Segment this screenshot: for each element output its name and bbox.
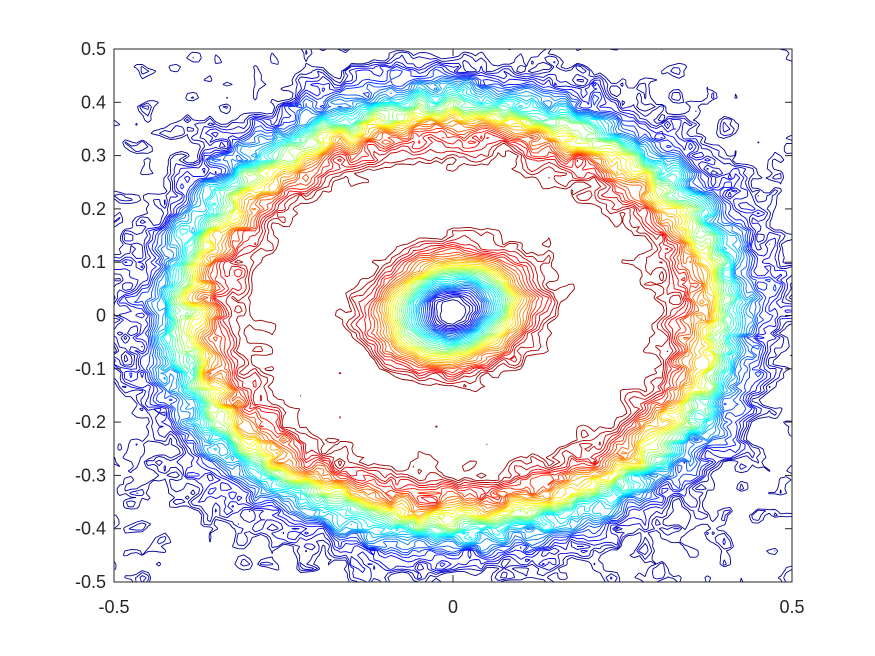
contour-level [176, 101, 724, 530]
contour-level [183, 111, 717, 522]
axis-ticks [113, 48, 793, 583]
y-tick-label: -0.5 [75, 572, 106, 592]
contour-level [151, 79, 759, 552]
y-tick-label: 0.4 [81, 92, 106, 112]
y-tick-label: 0.1 [81, 252, 106, 272]
contour-level [113, 54, 793, 583]
contour-level [199, 123, 704, 509]
contour-level [231, 142, 682, 484]
contour-level [113, 48, 793, 583]
contour-level [113, 61, 793, 573]
contour-level [146, 77, 761, 553]
x-tick-labels: -0.5 0 0.5 [98, 597, 804, 617]
contour-level [179, 108, 720, 526]
x-tick-label: -0.5 [98, 597, 129, 617]
contour-level [159, 86, 744, 543]
contour-level [243, 150, 665, 482]
y-tick-label: -0.1 [75, 359, 106, 379]
contour-level [155, 81, 756, 547]
contour-level [209, 127, 700, 506]
y-tick-label: 0.5 [81, 39, 106, 59]
contour-level [187, 114, 714, 519]
contour-level [185, 112, 716, 520]
y-tick-label: 0 [96, 306, 106, 326]
contour-level [144, 75, 764, 556]
contour-level [168, 92, 738, 536]
y-tick-labels: 0.5 0.4 0.3 0.2 0.1 0 -0.1 -0.2 -0.3 -0.4 -0.5 [75, 39, 106, 592]
contour-level [196, 122, 710, 512]
contour-level [194, 119, 711, 513]
contour-level [177, 107, 722, 527]
y-tick-label: 0.2 [81, 199, 106, 219]
contour-level [212, 130, 692, 505]
contour-level [191, 116, 713, 517]
contour-level [181, 109, 719, 524]
contour-level [173, 99, 727, 531]
contour-level [202, 123, 703, 508]
contour-level [213, 132, 689, 504]
contour-level [124, 65, 782, 568]
contour-level [118, 63, 793, 570]
contour-level [161, 88, 740, 541]
contour-level [156, 82, 754, 545]
contour-level [113, 48, 793, 583]
contour-level [170, 96, 735, 533]
y-tick-label: 0.3 [81, 146, 106, 166]
contour-level [225, 140, 685, 486]
y-tick-label: -0.4 [75, 519, 106, 539]
contour-level [171, 98, 732, 532]
contour-level [214, 136, 687, 488]
contour-level [157, 83, 747, 544]
contour-level [169, 94, 737, 535]
contour-lines [113, 48, 793, 583]
contour-level [162, 90, 739, 539]
x-tick-label: 0.5 [779, 597, 804, 617]
contour-level [133, 68, 777, 557]
y-tick-label: -0.2 [75, 412, 106, 432]
x-tick-label: 0 [448, 597, 458, 617]
y-tick-label: -0.3 [75, 465, 106, 485]
